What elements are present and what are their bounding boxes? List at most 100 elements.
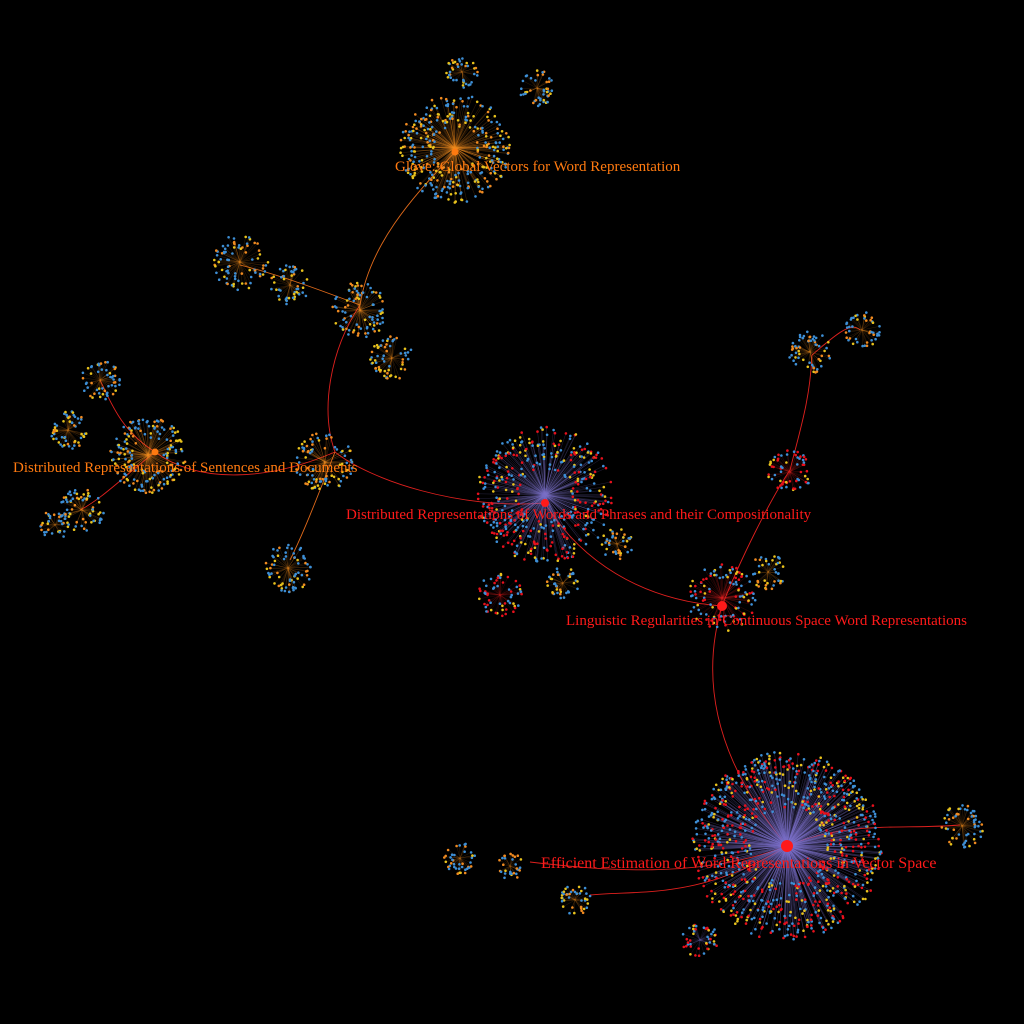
- graph-node: [977, 824, 980, 828]
- graph-node: [151, 491, 154, 494]
- graph-node: [357, 332, 360, 335]
- graph-node: [122, 425, 125, 429]
- graph-node: [504, 612, 508, 616]
- graph-node: [539, 523, 542, 526]
- graph-node: [850, 316, 853, 320]
- graph-node: [614, 552, 618, 555]
- graph-node: [337, 484, 341, 487]
- graph-node: [311, 443, 314, 446]
- graph-node: [406, 171, 410, 174]
- graph-node: [750, 826, 754, 830]
- graph-node: [287, 590, 291, 594]
- graph-node: [515, 585, 519, 589]
- graph-node: [792, 934, 796, 938]
- graph-node: [140, 468, 144, 472]
- graph-node: [96, 496, 100, 500]
- graph-node: [586, 902, 590, 905]
- edge-glove-hub2: [359, 151, 456, 306]
- graph-node: [596, 451, 600, 455]
- graph-node: [814, 910, 817, 914]
- graph-node: [819, 359, 822, 363]
- graph-node: [445, 120, 449, 124]
- graph-node: [498, 602, 502, 605]
- graph-node: [874, 337, 877, 341]
- graph-node: [795, 892, 798, 895]
- graph-node: [870, 330, 873, 334]
- graph-node: [330, 436, 333, 439]
- graph-node: [486, 180, 489, 183]
- graph-node: [560, 899, 564, 903]
- graph-node: [850, 860, 854, 864]
- graph-node: [746, 785, 749, 788]
- graph-node: [568, 475, 572, 479]
- graph-node: [562, 890, 566, 893]
- graph-node: [492, 586, 496, 589]
- graph-node: [340, 462, 344, 466]
- graph-node: [703, 584, 706, 588]
- graph-node: [130, 457, 134, 460]
- graph-node: [738, 595, 742, 598]
- graph-node: [604, 541, 607, 544]
- graph-node: [783, 802, 787, 806]
- graph-node: [401, 154, 404, 157]
- graph-node: [560, 896, 563, 900]
- graph-node: [753, 779, 757, 783]
- graph-node: [764, 557, 768, 561]
- graph-node: [691, 579, 694, 583]
- graph-node: [156, 471, 160, 475]
- graph-node: [842, 821, 846, 825]
- graph-node: [491, 145, 495, 149]
- graph-node: [571, 492, 574, 495]
- graph-node: [571, 555, 575, 558]
- graph-node: [735, 583, 738, 586]
- graph-node: [819, 828, 822, 832]
- graph-node: [712, 940, 716, 943]
- graph-node: [785, 900, 788, 903]
- graph-node: [877, 844, 880, 848]
- graph-node: [580, 455, 583, 458]
- graph-node: [501, 478, 504, 481]
- graph-node: [852, 316, 855, 320]
- graph-node: [519, 858, 523, 861]
- graph-node: [738, 805, 741, 809]
- graph-node: [819, 805, 823, 808]
- graph-node: [809, 812, 812, 815]
- graph-node: [842, 848, 846, 852]
- graph-node: [68, 490, 72, 494]
- graph-node: [123, 453, 126, 456]
- graph-node: [855, 804, 859, 808]
- graph-node: [394, 375, 398, 379]
- graph-node: [63, 530, 66, 533]
- edge-sentences-hub3: [154, 451, 336, 476]
- graph-node: [771, 810, 774, 813]
- graph-node: [306, 450, 310, 454]
- graph-node: [98, 511, 102, 514]
- graph-node: [831, 887, 835, 890]
- graph-node: [498, 451, 502, 454]
- graph-node: [820, 364, 823, 368]
- graph-node: [748, 844, 751, 847]
- hub-node-efficient: [781, 840, 793, 852]
- graph-node: [353, 287, 357, 290]
- graph-node: [69, 512, 72, 516]
- graph-node: [797, 349, 800, 353]
- graph-node: [855, 797, 858, 800]
- graph-node: [487, 154, 491, 157]
- graph-node: [837, 871, 840, 875]
- graph-node: [381, 300, 384, 303]
- graph-node: [832, 917, 836, 921]
- graph-node: [492, 458, 496, 461]
- graph-node: [535, 559, 539, 563]
- graph-node: [723, 620, 726, 623]
- graph-node: [258, 253, 262, 256]
- graph-node: [222, 251, 226, 255]
- graph-node: [495, 536, 498, 539]
- graph-node: [483, 177, 487, 180]
- graph-node: [740, 572, 744, 576]
- graph-node: [732, 582, 735, 586]
- graph-node: [545, 548, 549, 551]
- graph-node: [973, 841, 977, 845]
- graph-node: [794, 351, 798, 355]
- graph-node: [104, 397, 107, 401]
- graph-node: [758, 796, 761, 800]
